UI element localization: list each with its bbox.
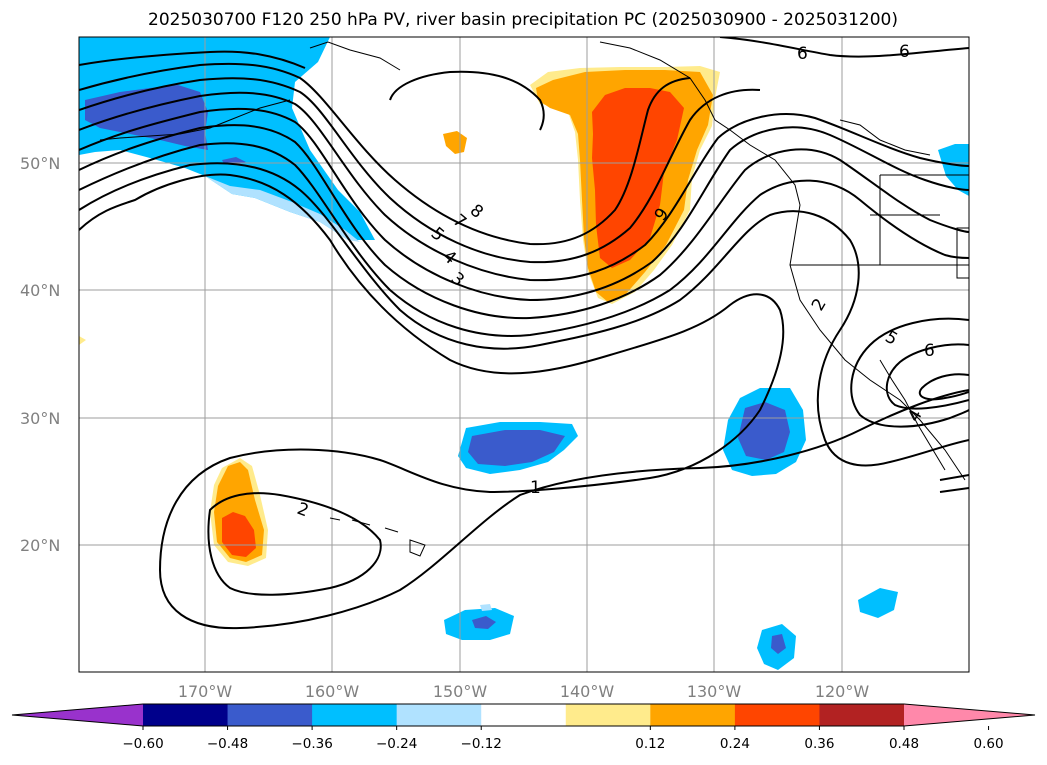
lon-label-130w: 130°W xyxy=(687,682,742,701)
lat-label-50n: 50°N xyxy=(20,154,60,173)
colorbar-tick-label: −0.48 xyxy=(207,736,248,752)
colorbar-tick-label: 0.36 xyxy=(804,736,834,752)
lon-label-150w: 150°W xyxy=(433,682,488,701)
colorbar-segment xyxy=(819,704,904,726)
colorbar-tick-label: 0.24 xyxy=(720,736,750,752)
colorbar-segment xyxy=(566,704,651,726)
lon-label-120w: 120°W xyxy=(815,682,870,701)
contour-label: 6 xyxy=(797,44,808,64)
negative-core-east xyxy=(738,402,790,460)
lat-label-20n: 20°N xyxy=(20,536,60,555)
colorbar-tick-label: −0.24 xyxy=(376,736,417,752)
colorbar-tick-label: −0.36 xyxy=(291,736,332,752)
colorbar-extend-max xyxy=(904,704,1035,726)
lon-label-170w: 170°W xyxy=(178,682,233,701)
colorbar-segment xyxy=(228,704,313,726)
figure: 2025030700 F120 250 hPa PV, river basin … xyxy=(0,0,1047,765)
contour-label: 6 xyxy=(924,341,935,361)
latitude-labels: 50°N 40°N 30°N 20°N xyxy=(20,154,60,555)
colorbar-segment xyxy=(143,704,228,726)
lat-label-40n: 40°N xyxy=(20,281,60,300)
colorbar-segment xyxy=(735,704,820,726)
colorbar-tick-label: −0.60 xyxy=(122,736,163,752)
lat-label-30n: 30°N xyxy=(20,409,60,428)
colorbar-tick-label: 0.60 xyxy=(974,736,1004,752)
colorbar-segment xyxy=(312,704,397,726)
colorbar-segment xyxy=(650,704,735,726)
longitude-labels: 170°W 160°W 150°W 140°W 130°W 120°W xyxy=(178,682,870,701)
colorbar-extend-min xyxy=(12,704,143,726)
negative-edge-south xyxy=(480,604,492,611)
map-panel: 8 7 5 4 3 9 6 6 2 5 6 4 1 2 xyxy=(79,37,969,672)
colorbar-tick-label: 0.12 xyxy=(635,736,665,752)
colorbar-tick-label: −0.12 xyxy=(461,736,502,752)
colorbar-segment xyxy=(397,704,482,726)
colorbar-tick-label: 0.48 xyxy=(889,736,919,752)
lon-label-160w: 160°W xyxy=(305,682,360,701)
colorbar-segment xyxy=(481,704,566,726)
contour-label: 1 xyxy=(530,478,541,498)
contour-label: 6 xyxy=(899,42,910,62)
lon-label-140w: 140°W xyxy=(560,682,615,701)
colorbar: −0.60 −0.48 −0.36 −0.24 −0.12 0.12 0.24 0.36 0.4… xyxy=(12,704,1035,752)
figure-title: 2025030700 F120 250 hPa PV, river basin … xyxy=(148,10,898,30)
